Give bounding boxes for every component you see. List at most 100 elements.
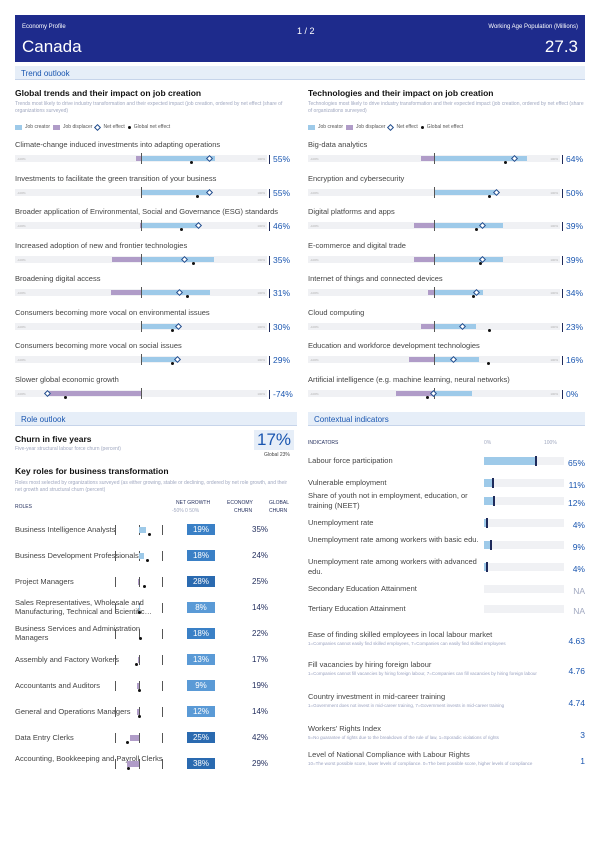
row-label: Internet of things and connected devices — [308, 274, 443, 283]
global-net-marker — [148, 533, 152, 536]
zero-line — [140, 186, 142, 198]
techs-legend: Job creator Job displacer Net effect Glo… — [308, 123, 464, 131]
bar-track: -100% 100% — [15, 253, 267, 265]
scale-min: -100% — [17, 224, 26, 228]
col-economy: ECONOMY — [227, 500, 253, 506]
creator-bar — [141, 290, 211, 295]
zero-line — [433, 287, 435, 298]
score-label: Level of National Compliance with Labour… — [308, 750, 470, 759]
creator-bar — [434, 189, 497, 195]
net-effect-marker — [206, 188, 214, 196]
col-global: GLOBAL — [269, 500, 290, 506]
global-churn: 14% — [252, 707, 269, 716]
indicator-value: 11% — [568, 480, 585, 490]
global-effect-marker — [171, 328, 174, 332]
trend-section-title: Trend outlook — [15, 66, 585, 80]
displacer-bar — [421, 156, 434, 161]
role-label: Sales Representatives, Wholesale and Man… — [15, 598, 153, 616]
scale-max: 100% — [257, 257, 265, 262]
indicator-fill — [484, 479, 493, 487]
role-label: Accounting, Bookkeeping and Payroll Cler… — [15, 754, 163, 763]
indicator-label: Labour force participation — [308, 456, 393, 465]
displacer-bar — [427, 290, 434, 295]
net-value: -74% — [269, 389, 293, 399]
indicator-bar — [484, 518, 564, 528]
creator-bar — [434, 156, 528, 161]
indicator-value: 65% — [567, 458, 585, 468]
creator-bar — [141, 323, 179, 329]
row-label: Broadening digital access — [15, 274, 101, 283]
indicator-label: Share of youth not in employment, educat… — [308, 491, 468, 510]
axis-left — [115, 733, 116, 743]
zero-line — [140, 220, 142, 231]
bar-track: -100% 100% — [15, 186, 267, 198]
row-label: Consumers becoming more vocal on environ… — [15, 307, 210, 317]
legend-global: Global net effect — [133, 124, 171, 130]
displacer-swatch — [346, 124, 354, 130]
axis-zero — [139, 733, 140, 743]
indicator-value: 4% — [572, 564, 585, 574]
role-row: Project Managers 28% 25% — [15, 576, 297, 602]
role-label: Assembly and Factory Workers — [15, 655, 120, 664]
global-effect-marker — [179, 228, 183, 231]
profile-label: Economy Profile — [22, 24, 66, 30]
scale-max: 100% — [550, 391, 558, 396]
diamond-icon — [94, 123, 102, 131]
global-net-marker — [146, 559, 150, 562]
row-label: Digital platforms and apps — [308, 207, 395, 216]
net-growth-bar — [115, 525, 163, 536]
economy-churn: 9% — [187, 680, 215, 691]
tech-row: E-commerce and digital trade -100% 100% 39% — [308, 241, 590, 274]
row-label: Broader application of Environmental, So… — [15, 207, 279, 216]
global-effect-marker — [486, 362, 490, 365]
churn-subtitle: Five-year structural labour force churn … — [15, 446, 121, 452]
indicator-marker — [491, 478, 494, 488]
row-label: Increased adoption of new and frontier t… — [15, 240, 188, 250]
indicator-value: 9% — [572, 542, 585, 552]
score-value: 4.74 — [568, 698, 585, 708]
net-growth-fill — [127, 761, 139, 767]
net-growth-bar — [115, 681, 163, 692]
row-label: Cloud computing — [308, 307, 365, 317]
net-growth-bar — [115, 655, 163, 666]
legend-global: Global net effect — [426, 124, 464, 130]
bar-track: -100% 100% — [308, 354, 560, 365]
indicator-marker — [486, 562, 489, 572]
col-churn: CHURN — [234, 508, 253, 514]
scale-min: -100% — [17, 291, 26, 295]
bar-track: -100% 100% — [15, 387, 267, 399]
axis-zero — [139, 681, 140, 691]
axis-right — [162, 681, 163, 691]
bar-track: -100% 100% — [15, 320, 267, 332]
creator-swatch — [15, 124, 22, 130]
legend-creator: Job creator — [318, 124, 344, 130]
row-label: E-commerce and digital trade — [308, 240, 406, 250]
wap-value: 27.3 — [544, 37, 578, 56]
row-label: Big-data analytics — [308, 140, 368, 149]
indicator-bar — [484, 478, 564, 488]
axis-zero — [139, 577, 140, 587]
zero-line — [433, 253, 435, 265]
indicator-label: Unemployment rate among workers with bas… — [308, 535, 479, 544]
scale-min: -100% — [310, 358, 319, 362]
net-growth-fill — [139, 527, 146, 533]
techs-title: Technologies and their impact on job cre… — [308, 88, 494, 98]
net-value: 34% — [562, 289, 583, 298]
indicator-label: Secondary Education Attainment — [308, 584, 417, 593]
legend-net: Net effect — [396, 124, 418, 130]
axis-left — [115, 655, 116, 665]
scale-min: -100% — [17, 358, 26, 362]
indicator-label: Tertiary Education Attainment — [308, 604, 406, 613]
indicator-fill — [484, 519, 488, 527]
row-label: Climate-change induced investments into … — [15, 140, 221, 149]
zero-line — [140, 153, 142, 164]
net-growth-fill — [139, 553, 144, 559]
scale-max: 100% — [257, 224, 265, 228]
displacer-bar — [408, 357, 434, 362]
net-value: 29% — [269, 356, 290, 365]
role-row: Sales Representatives, Wholesale and Man… — [15, 598, 297, 628]
creator-bar — [141, 223, 201, 228]
score-note: 5=No guarantee of rights due to the brea… — [308, 735, 499, 740]
global-effect-marker — [63, 395, 67, 399]
global-churn: 42% — [252, 733, 269, 742]
